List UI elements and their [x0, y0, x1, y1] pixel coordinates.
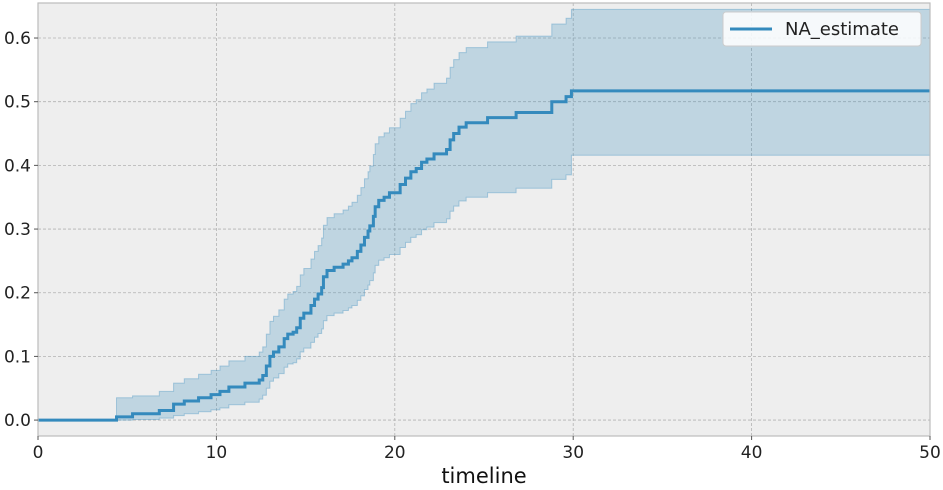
- y-tick-label: 0.6: [4, 29, 31, 49]
- y-tick-label: 0.4: [4, 156, 31, 176]
- legend-box: [722, 11, 922, 47]
- y-tick-label: 0.0: [4, 411, 31, 431]
- x-tick-label: 20: [384, 443, 406, 463]
- y-tick-label: 0.1: [4, 347, 31, 367]
- y-axis-ticks: 0.0 0.1 0.2 0.3 0.4 0.5 0.6: [4, 29, 38, 431]
- legend-label-na-estimate: NA_estimate: [785, 19, 899, 40]
- plot-background: [38, 3, 930, 436]
- y-tick-label: 0.5: [4, 93, 31, 113]
- x-tick-label: 40: [741, 443, 763, 463]
- legend: NA_estimate: [722, 11, 922, 47]
- confidence-lower-edge: [38, 154, 930, 421]
- x-tick-label: 0: [33, 443, 44, 463]
- y-tick-label: 0.2: [4, 284, 31, 304]
- confidence-band: [38, 9, 930, 421]
- series-line-na-estimate: [38, 89, 930, 422]
- x-axis-label: timeline: [441, 464, 526, 488]
- y-tick-label: 0.3: [4, 220, 31, 240]
- x-axis-ticks: 0 10 20 30 40 50: [33, 436, 941, 463]
- grid-lines: [37, 3, 931, 436]
- x-tick-label: 50: [919, 443, 941, 463]
- x-tick-label: 30: [562, 443, 584, 463]
- plot-frame: [37, 2, 931, 437]
- confidence-upper-edge: [38, 8, 930, 421]
- x-tick-label: 10: [206, 443, 228, 463]
